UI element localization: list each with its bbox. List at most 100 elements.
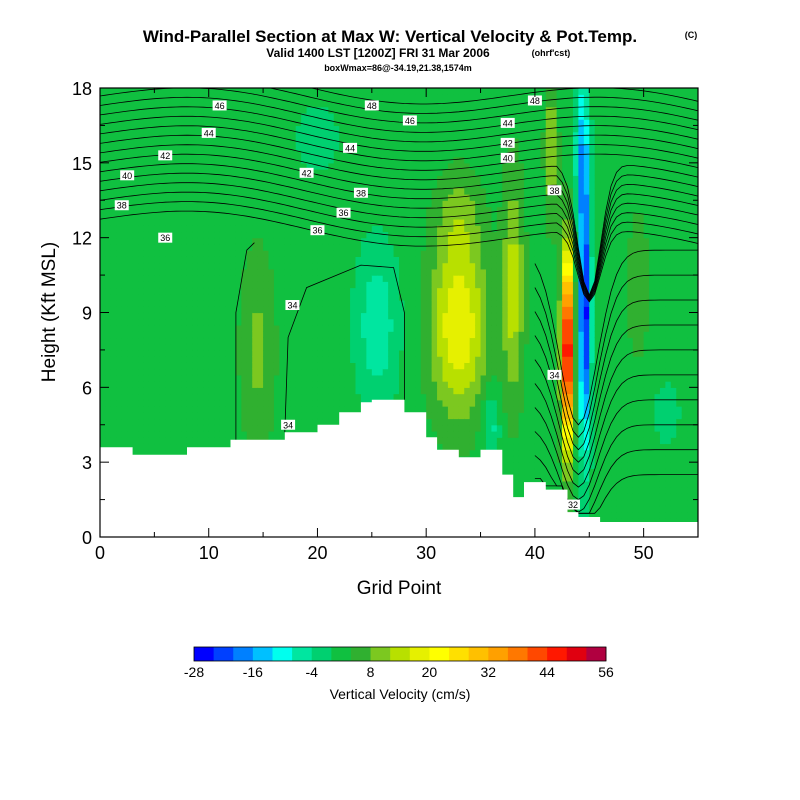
velocity-cell — [197, 318, 204, 326]
velocity-cell — [339, 293, 346, 301]
velocity-cell — [181, 256, 188, 264]
velocity-cell — [116, 337, 123, 345]
velocity-cell — [241, 324, 248, 332]
velocity-cell — [203, 393, 210, 401]
velocity-cell — [127, 393, 134, 401]
velocity-cell — [426, 131, 433, 139]
velocity-cell — [415, 300, 422, 307]
velocity-cell — [219, 374, 226, 382]
velocity-cell — [447, 212, 454, 220]
velocity-cell — [279, 262, 286, 270]
velocity-cell — [312, 144, 319, 151]
velocity-cell — [431, 262, 438, 270]
velocity-cell — [431, 418, 438, 426]
velocity-cell — [301, 162, 308, 170]
velocity-cell — [453, 256, 460, 264]
velocity-cell — [431, 393, 438, 401]
velocity-cell — [301, 418, 308, 426]
velocity-cell — [143, 112, 150, 120]
velocity-cell — [404, 368, 411, 376]
velocity-cell — [105, 443, 112, 451]
velocity-cell — [203, 443, 210, 451]
velocity-cell — [399, 306, 406, 314]
velocity-cell — [382, 119, 389, 127]
velocity-cell — [252, 281, 259, 289]
velocity-cell — [431, 194, 438, 201]
velocity-cell — [208, 112, 215, 120]
velocity-cell — [339, 131, 346, 139]
velocity-cell — [263, 368, 270, 376]
velocity-cell — [263, 112, 270, 120]
velocity-cell — [132, 349, 139, 357]
velocity-cell — [399, 125, 406, 133]
velocity-cell — [328, 318, 335, 326]
velocity-cell — [219, 281, 226, 289]
velocity-cell — [312, 362, 319, 370]
velocity-cell — [268, 144, 275, 151]
velocity-cell — [100, 312, 107, 320]
velocity-cell — [235, 343, 242, 351]
velocity-cell — [328, 312, 335, 320]
velocity-cell — [437, 281, 444, 289]
velocity-cell — [176, 106, 183, 114]
velocity-cell — [154, 131, 161, 139]
velocity-cell — [415, 287, 422, 295]
velocity-cell — [121, 131, 128, 139]
velocity-cell — [219, 218, 226, 226]
velocity-cell — [306, 275, 313, 282]
velocity-cell — [464, 287, 471, 295]
velocity-cell — [306, 237, 313, 245]
velocity-cell — [393, 306, 400, 314]
velocity-cell — [192, 381, 199, 388]
velocity-cell — [208, 119, 215, 127]
velocity-cell — [317, 243, 324, 251]
velocity-cell — [295, 175, 302, 183]
velocity-cell — [143, 318, 150, 326]
velocity-cell — [382, 306, 389, 314]
velocity-cell — [230, 356, 237, 363]
velocity-cell — [127, 331, 134, 339]
velocity-cell — [442, 231, 449, 239]
velocity-cell — [322, 125, 329, 133]
velocity-cell — [203, 181, 210, 189]
velocity-cell — [127, 212, 134, 220]
velocity-cell — [284, 100, 291, 108]
velocity-cell — [328, 150, 335, 158]
velocity-cell — [333, 281, 340, 289]
velocity-cell — [181, 100, 188, 108]
velocity-cell — [290, 187, 297, 195]
velocity-cell — [464, 256, 471, 264]
velocity-cell — [290, 200, 297, 208]
velocity-cell — [186, 106, 194, 114]
velocity-cell — [148, 418, 155, 426]
velocity-cell — [279, 206, 286, 214]
velocity-cell — [219, 430, 226, 438]
velocity-cell — [235, 318, 242, 326]
velocity-cell — [464, 387, 471, 395]
velocity-cell — [100, 443, 107, 451]
velocity-cell — [186, 218, 194, 226]
velocity-cell — [154, 349, 161, 357]
velocity-cell — [437, 368, 444, 376]
velocity-cell — [469, 430, 476, 438]
velocity-cell — [181, 349, 188, 357]
velocity-cell — [447, 150, 454, 158]
velocity-cell — [317, 88, 324, 95]
velocity-cell — [159, 106, 166, 114]
velocity-cell — [295, 156, 302, 164]
velocity-cell — [154, 181, 161, 189]
velocity-cell — [181, 250, 188, 257]
velocity-cell — [388, 131, 395, 139]
velocity-cell — [382, 194, 389, 201]
velocity-cell — [404, 231, 411, 239]
velocity-cell — [165, 381, 172, 388]
velocity-cell — [143, 300, 150, 307]
velocity-cell — [186, 256, 194, 264]
velocity-cell — [225, 131, 232, 139]
velocity-cell — [431, 125, 438, 133]
velocity-cell — [246, 356, 253, 363]
velocity-cell — [138, 100, 145, 108]
velocity-cell — [246, 337, 253, 345]
velocity-cell — [252, 250, 259, 257]
velocity-cell — [317, 387, 324, 395]
